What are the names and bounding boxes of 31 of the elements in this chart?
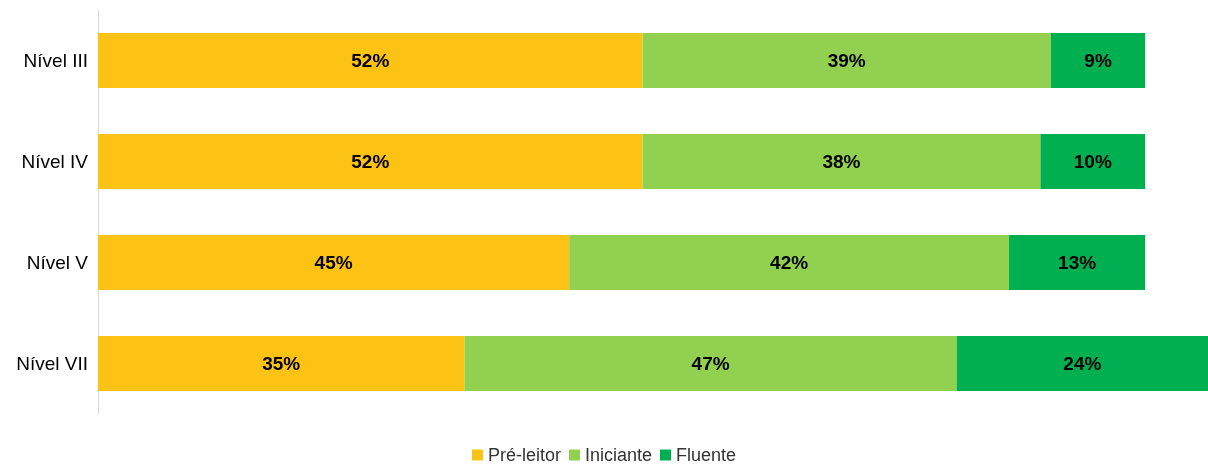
bar	[98, 235, 570, 290]
data-label: 52%	[351, 151, 390, 172]
data-label: 13%	[1058, 252, 1097, 273]
bar	[642, 33, 1051, 88]
y-tick-label: Nível VII	[16, 353, 88, 374]
legend-label: Fluente	[676, 445, 737, 465]
bar	[98, 336, 465, 391]
data-label: 42%	[770, 252, 809, 273]
data-label: 47%	[691, 353, 730, 374]
bar	[98, 134, 643, 189]
legend-label: Pré-leitor	[487, 445, 561, 465]
bar	[569, 235, 1010, 290]
bar	[642, 134, 1041, 189]
legend-label: Iniciante	[584, 445, 653, 465]
data-label: 45%	[314, 252, 353, 273]
bar	[98, 33, 643, 88]
y-tick-label: Nível V	[26, 252, 89, 273]
bar	[1009, 235, 1146, 290]
data-label: 39%	[827, 50, 866, 71]
bar	[1050, 33, 1146, 88]
data-label: 10%	[1073, 151, 1112, 172]
bar	[1040, 134, 1146, 189]
data-label: 52%	[351, 50, 390, 71]
data-label: 38%	[822, 151, 861, 172]
y-tick-label: Nível IV	[21, 151, 89, 172]
bar	[956, 336, 1208, 391]
y-tick-label: Nível III	[23, 50, 88, 71]
data-label: 9%	[1084, 50, 1112, 71]
bar	[464, 336, 957, 391]
data-label: 24%	[1063, 353, 1102, 374]
data-label: 35%	[262, 353, 301, 374]
